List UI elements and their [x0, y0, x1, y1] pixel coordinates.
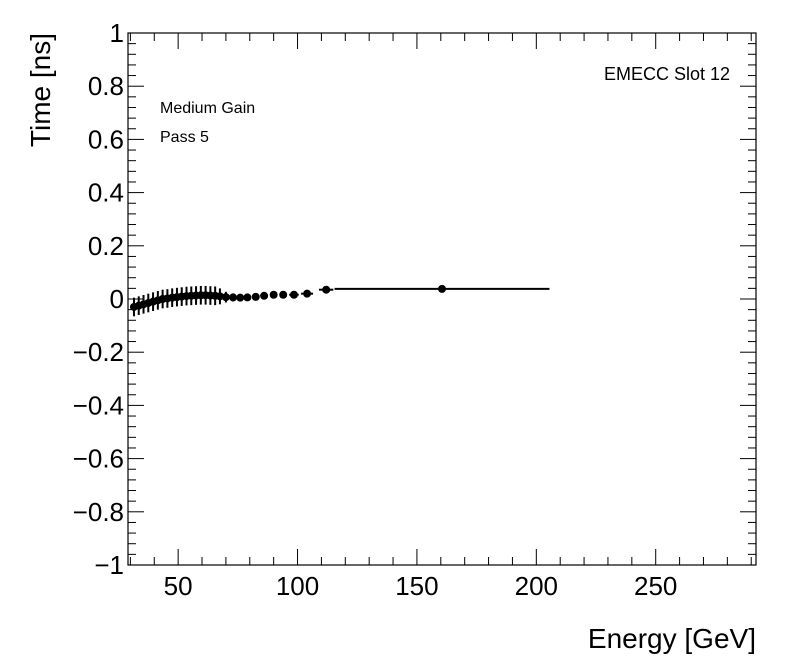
y-tick-label: −0.4 — [73, 390, 124, 420]
data-marker — [243, 293, 252, 302]
y-tick-label: −0.2 — [73, 337, 124, 367]
x-axis-label: Energy [GeV] — [588, 623, 756, 654]
y-axis-label: Time [ns] — [25, 33, 56, 147]
data-point — [319, 285, 334, 294]
data-point — [289, 290, 299, 299]
y-axis-ticks — [128, 32, 756, 566]
y-tick-label: −1 — [94, 550, 124, 580]
y-tick-label: 0.2 — [88, 231, 124, 261]
x-tick-label: 200 — [515, 571, 558, 601]
data-point — [236, 293, 245, 302]
data-point — [260, 291, 269, 300]
data-point — [243, 293, 252, 302]
y-tick-label: −0.8 — [73, 497, 124, 527]
data-marker — [269, 290, 278, 299]
data-marker — [260, 291, 269, 300]
data-marker — [215, 292, 224, 301]
data-marker — [438, 284, 446, 293]
data-point — [334, 284, 550, 293]
data-point — [301, 289, 314, 298]
y-tick-label: 0.6 — [88, 124, 124, 154]
data-point — [279, 290, 288, 299]
y-tick-label: 0 — [110, 284, 124, 314]
y-tick-label: −0.6 — [73, 444, 124, 474]
data-marker — [303, 289, 312, 298]
x-tick-label: 250 — [634, 571, 677, 601]
data-marker — [289, 290, 298, 299]
annotation-medium-gain: Medium Gain — [160, 100, 255, 117]
data-marker — [221, 293, 230, 302]
plot-frame — [127, 32, 757, 566]
x-tick-label: 150 — [395, 571, 438, 601]
y-tick-label: 1 — [110, 18, 124, 48]
x-axis-ticks — [129, 33, 752, 565]
data-point — [229, 293, 238, 302]
data-marker — [251, 292, 260, 301]
annotation-pass: Pass 5 — [160, 129, 209, 146]
data-point — [215, 288, 224, 305]
data-point — [221, 291, 230, 303]
data-point — [269, 290, 278, 299]
y-tick-label: 0.4 — [88, 178, 124, 208]
y-axis-tick-labels: −1 −0.8 −0.6 −0.4 −0.2 0 0.2 0.4 0.6 0.8 1 — [73, 18, 124, 580]
data-points-layer — [129, 284, 550, 317]
data-marker — [279, 290, 288, 299]
data-point — [251, 292, 260, 301]
x-tick-label: 100 — [276, 571, 319, 601]
data-marker — [229, 293, 238, 302]
x-tick-label: 50 — [164, 571, 193, 601]
y-tick-label: 0.8 — [88, 71, 124, 101]
x-axis-tick-labels: 50 100 150 200 250 — [164, 571, 678, 601]
annotation-slot: EMECC Slot 12 — [604, 64, 730, 84]
data-marker — [236, 293, 245, 302]
data-marker — [322, 285, 331, 294]
